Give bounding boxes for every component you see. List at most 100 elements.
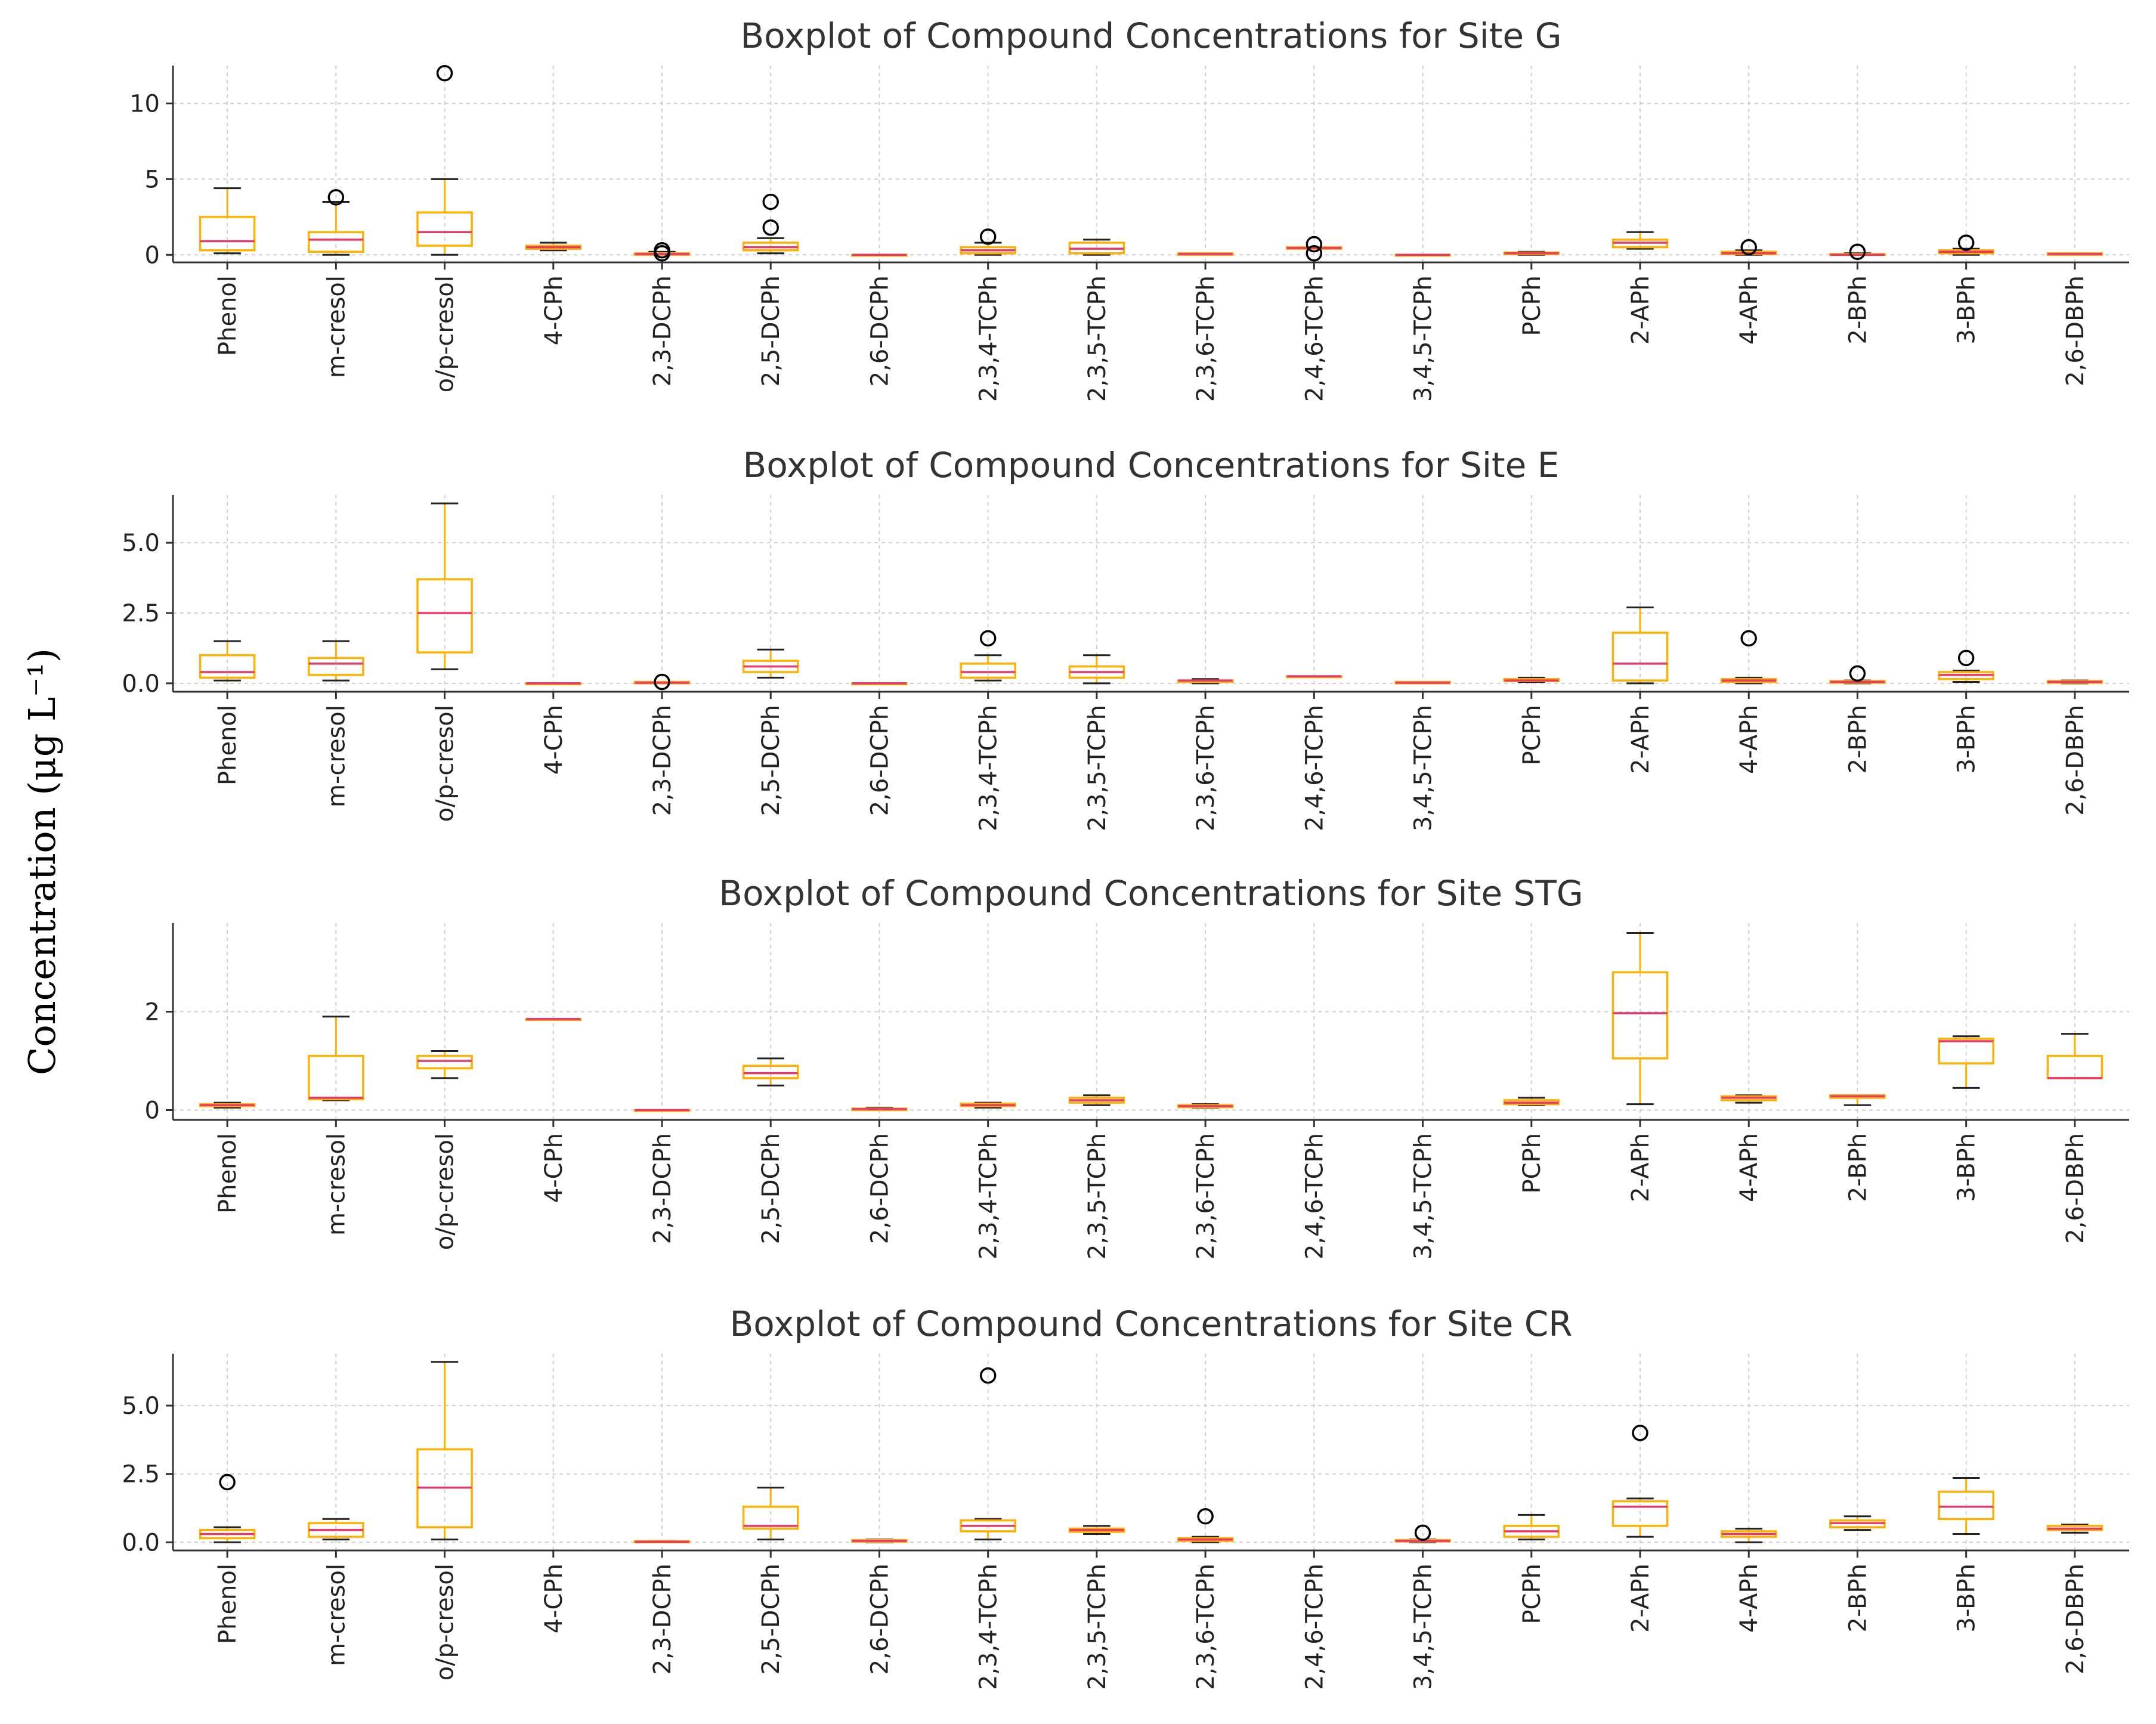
outlier-point <box>654 245 670 262</box>
x-tick-label: 2,6-DBPh <box>2062 705 2089 816</box>
x-tick-label: 2-BPh <box>1844 705 1872 773</box>
x-tick-label: 2,6-DCPh <box>866 1564 893 1675</box>
x-tick-label: 2,5-DCPh <box>757 1133 785 1244</box>
iqr-box <box>1611 1500 1669 1527</box>
x-tick-label: 2,5-DCPh <box>757 1564 785 1675</box>
x-tick-label: m-cresol <box>323 276 350 378</box>
iqr-box <box>742 1505 799 1530</box>
x-tick-label: 2,3,4-TCPh <box>975 705 1003 831</box>
x-tick-label: 2,6-DBPh <box>2062 1564 2089 1675</box>
outlier-point <box>1849 243 1866 260</box>
x-tick-label: Phenol <box>214 705 242 785</box>
outlier-point <box>1957 234 1975 251</box>
x-tick-label: 2,3,4-TCPh <box>975 276 1003 402</box>
x-tick-label: m-cresol <box>323 1133 350 1236</box>
y-tick-label: 0.0 <box>122 670 160 698</box>
x-tick-label: 2,4,6-TCPh <box>1301 1564 1328 1690</box>
iqr-box <box>416 1055 473 1070</box>
x-tick-label: 2,3,5-TCPh <box>1084 276 1111 402</box>
x-tick-label: PCPh <box>1518 1564 1546 1624</box>
x-tick-label: 2-APh <box>1627 705 1654 774</box>
x-tick-label: 4-CPh <box>540 705 568 775</box>
x-tick-label: 2,4,6-TCPh <box>1301 276 1328 402</box>
x-tick-label: 3,4,5-TCPh <box>1410 1564 1437 1690</box>
x-tick-label: 2,6-DCPh <box>866 1133 893 1244</box>
y-tick-label: 0 <box>145 242 160 269</box>
outlier-point <box>1849 665 1866 682</box>
x-tick-label: 2-BPh <box>1844 276 1872 344</box>
x-tick-label: 2-BPh <box>1844 1564 1872 1632</box>
x-tick-label: 2,3,6-TCPh <box>1192 1564 1220 1690</box>
y-tick-label: 2 <box>145 999 160 1026</box>
x-tick-label: PCPh <box>1518 1133 1546 1194</box>
x-tick-label: Phenol <box>214 1133 242 1214</box>
outlier-point <box>979 630 997 647</box>
y-tick-label: 2.5 <box>122 1461 160 1488</box>
x-tick-label: o/p-cresol <box>432 705 459 822</box>
iqr-box <box>1938 1490 1994 1521</box>
x-tick-label: 2,4,6-TCPh <box>1301 1133 1328 1259</box>
x-tick-label: 4-CPh <box>540 276 568 345</box>
outlier-point <box>1306 236 1323 253</box>
iqr-box <box>1611 632 1669 682</box>
x-tick-label: 2,6-DBPh <box>2062 1133 2089 1244</box>
x-tick-label: 2-APh <box>1627 1564 1654 1633</box>
chart-title: Boxplot of Compound Concentrations for S… <box>729 1304 1572 1344</box>
x-tick-label: 2,3,6-TCPh <box>1192 705 1220 831</box>
y-tick-label: 5.0 <box>122 530 160 557</box>
chart-panel-4: Boxplot of Compound Concentrations for S… <box>122 1304 2129 1690</box>
iqr-box <box>308 657 364 676</box>
x-tick-label: 2,3,6-TCPh <box>1192 1133 1220 1259</box>
iqr-box <box>199 216 256 252</box>
x-tick-label: 3,4,5-TCPh <box>1410 276 1437 402</box>
x-tick-label: 2,3-DCPh <box>649 705 676 816</box>
x-tick-label: 2,3,5-TCPh <box>1084 705 1111 831</box>
outlier-point <box>436 64 453 82</box>
outlier-point <box>762 219 779 236</box>
iqr-box <box>199 654 256 679</box>
x-tick-label: 2,3,6-TCPh <box>1192 276 1220 402</box>
iqr-box <box>308 1055 364 1101</box>
y-tick-label: 0.0 <box>122 1529 160 1556</box>
outlier-point <box>1740 630 1757 647</box>
x-tick-label: o/p-cresol <box>432 276 459 392</box>
outlier-point <box>327 189 345 206</box>
x-tick-label: 3-BPh <box>1953 705 1981 773</box>
outlier-point <box>762 193 779 211</box>
chart-panel-3: Boxplot of Compound Concentrations for S… <box>145 873 2129 1259</box>
chart-title: Boxplot of Compound Concentrations for S… <box>743 445 1560 485</box>
outlier-point <box>1632 1425 1648 1441</box>
outlier-point <box>979 228 997 245</box>
x-tick-label: 3,4,5-TCPh <box>1410 1133 1437 1259</box>
x-tick-label: 2-BPh <box>1844 1133 1872 1202</box>
y-axis-label: Concentration (μg L⁻¹) <box>20 648 64 1075</box>
outlier-point <box>1740 239 1757 256</box>
y-tick-label: 2.5 <box>122 600 160 627</box>
y-tick-label: 0 <box>145 1097 160 1125</box>
chart-panel-2: Boxplot of Compound Concentrations for S… <box>122 445 2129 831</box>
x-tick-label: 4-CPh <box>540 1564 568 1633</box>
x-tick-label: 4-APh <box>1736 276 1763 345</box>
x-tick-label: 2-APh <box>1627 1133 1654 1202</box>
x-tick-label: 2,4,6-TCPh <box>1301 705 1328 831</box>
x-tick-label: 3,4,5-TCPh <box>1410 705 1437 831</box>
iqr-box <box>1611 971 1669 1060</box>
x-tick-label: 2,6-DBPh <box>2062 276 2089 386</box>
iqr-box <box>960 663 1016 679</box>
outlier-point <box>1414 1524 1431 1541</box>
x-tick-label: 3-BPh <box>1953 276 1981 344</box>
y-tick-label: 5.0 <box>122 1392 160 1420</box>
x-tick-label: o/p-cresol <box>432 1564 459 1680</box>
outlier-point <box>979 1367 997 1384</box>
x-tick-label: PCPh <box>1518 276 1546 336</box>
outlier-point <box>1957 649 1975 667</box>
x-tick-label: 2,3-DCPh <box>649 1133 676 1244</box>
iqr-box <box>416 578 473 654</box>
x-tick-label: 4-APh <box>1736 1133 1763 1202</box>
x-tick-label: 2,6-DCPh <box>866 276 893 386</box>
chart-title: Boxplot of Compound Concentrations for S… <box>740 16 1561 56</box>
outlier-point <box>219 1474 236 1491</box>
x-tick-label: 2-APh <box>1627 276 1654 345</box>
x-tick-label: Phenol <box>214 276 242 356</box>
y-tick-label: 5 <box>145 166 160 193</box>
